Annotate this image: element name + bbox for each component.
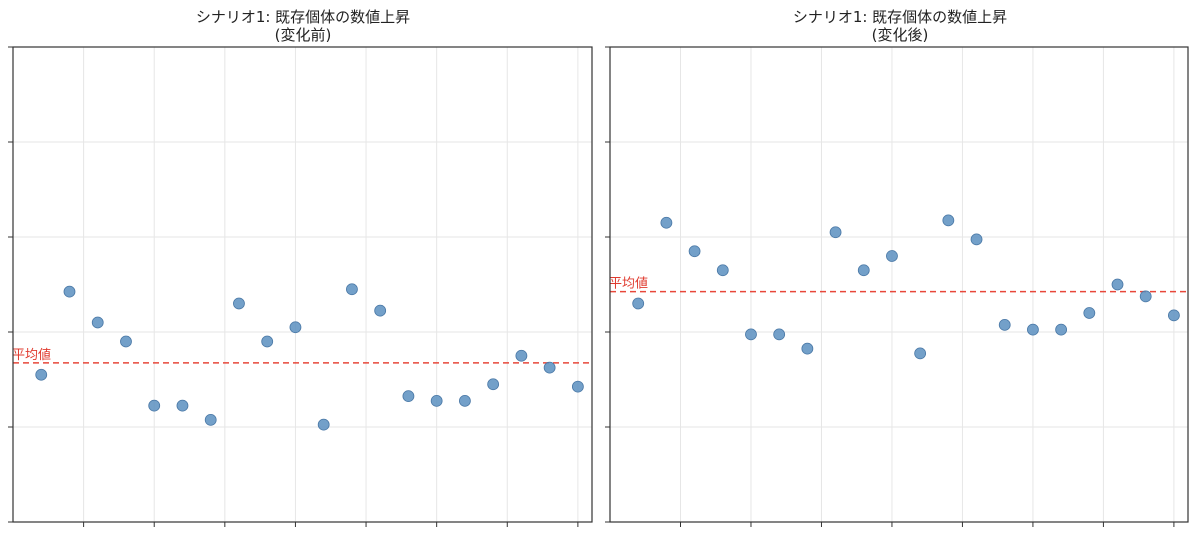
mean-label-background	[11, 346, 53, 362]
data-point	[688, 245, 701, 258]
mean-label: 平均値	[12, 347, 51, 363]
plot-area-after: 平均値	[605, 46, 1189, 527]
data-point	[346, 283, 358, 296]
axes-frame	[12, 46, 593, 523]
data-point	[1111, 278, 1124, 291]
data-point	[773, 328, 786, 341]
data-point	[402, 390, 415, 403]
data-point	[716, 264, 729, 277]
data-point	[660, 216, 673, 229]
data-point	[1083, 307, 1096, 319]
data-point	[317, 418, 330, 431]
data-point	[261, 335, 274, 348]
data-point	[571, 380, 584, 393]
data-point	[1168, 309, 1180, 322]
data-point	[487, 378, 500, 391]
data-point	[942, 214, 955, 227]
data-point	[430, 394, 443, 407]
data-point	[233, 297, 245, 310]
data-point	[148, 399, 161, 412]
data-point	[289, 321, 302, 334]
data-point	[63, 285, 76, 298]
data-point	[515, 349, 528, 362]
panel-after: シナリオ1: 既存個体の数値上昇 (変化後) 平均値	[605, 8, 1189, 527]
data-point	[204, 413, 217, 426]
data-point	[1055, 323, 1068, 336]
data-point	[857, 264, 870, 277]
data-point	[632, 297, 645, 310]
data-point	[543, 361, 556, 374]
data-point	[176, 399, 189, 412]
data-point	[374, 304, 387, 317]
chart-title-after: シナリオ1: 既存個体の数値上昇	[793, 8, 1007, 26]
data-point	[801, 342, 814, 355]
plot-area-before: 平均値	[8, 46, 593, 527]
axes-frame	[609, 46, 1189, 523]
mean-label-background	[608, 275, 650, 291]
data-point	[970, 233, 983, 246]
panel-before: シナリオ1: 既存個体の数値上昇 (変化前) 平均値	[8, 8, 593, 527]
mean-label: 平均値	[609, 276, 648, 292]
data-point	[459, 394, 471, 407]
chart-subtitle-after: (変化後)	[872, 26, 929, 44]
data-point	[120, 335, 132, 348]
chart-title-before: シナリオ1: 既存個体の数値上昇	[196, 8, 410, 26]
data-point	[998, 318, 1011, 331]
chart-subtitle-before: (変化前)	[275, 26, 332, 44]
data-point	[829, 226, 842, 239]
data-point	[745, 328, 757, 341]
data-point	[35, 368, 48, 381]
data-point	[91, 316, 104, 329]
data-point	[914, 347, 927, 360]
data-point	[886, 250, 898, 262]
data-point	[1139, 290, 1152, 303]
data-point	[1027, 323, 1039, 336]
